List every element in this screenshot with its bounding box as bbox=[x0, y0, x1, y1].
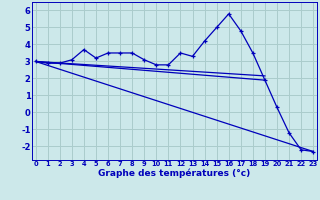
X-axis label: Graphe des températures (°c): Graphe des températures (°c) bbox=[98, 169, 251, 178]
